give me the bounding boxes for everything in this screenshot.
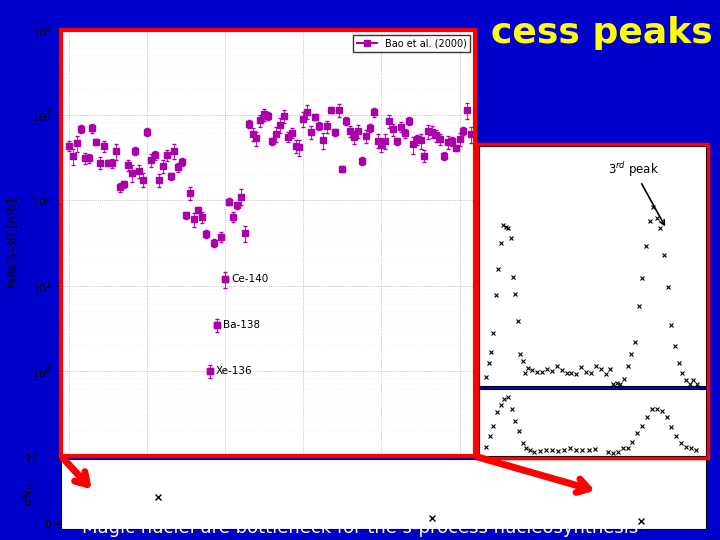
Text: 3$^{rd}$ peak: 3$^{rd}$ peak [608, 160, 665, 225]
Text: Ba-138: Ba-138 [223, 320, 261, 329]
Text: Xe-136: Xe-136 [215, 366, 252, 376]
Text: cess peaks: cess peaks [491, 16, 713, 50]
Legend: Bao et al. (2000): Bao et al. (2000) [354, 35, 470, 52]
Text: Magic nuclei are bottleneck for the s-process nucleosynthesis: Magic nuclei are bottleneck for the s-pr… [82, 519, 638, 537]
X-axis label: mass number A: mass number A [219, 482, 318, 495]
Text: $\sigma$N$_\odot$: $\sigma$N$_\odot$ [22, 482, 36, 507]
Y-axis label: MACS-30 [mb]: MACS-30 [mb] [6, 198, 19, 288]
Text: Ce-140: Ce-140 [231, 274, 269, 284]
